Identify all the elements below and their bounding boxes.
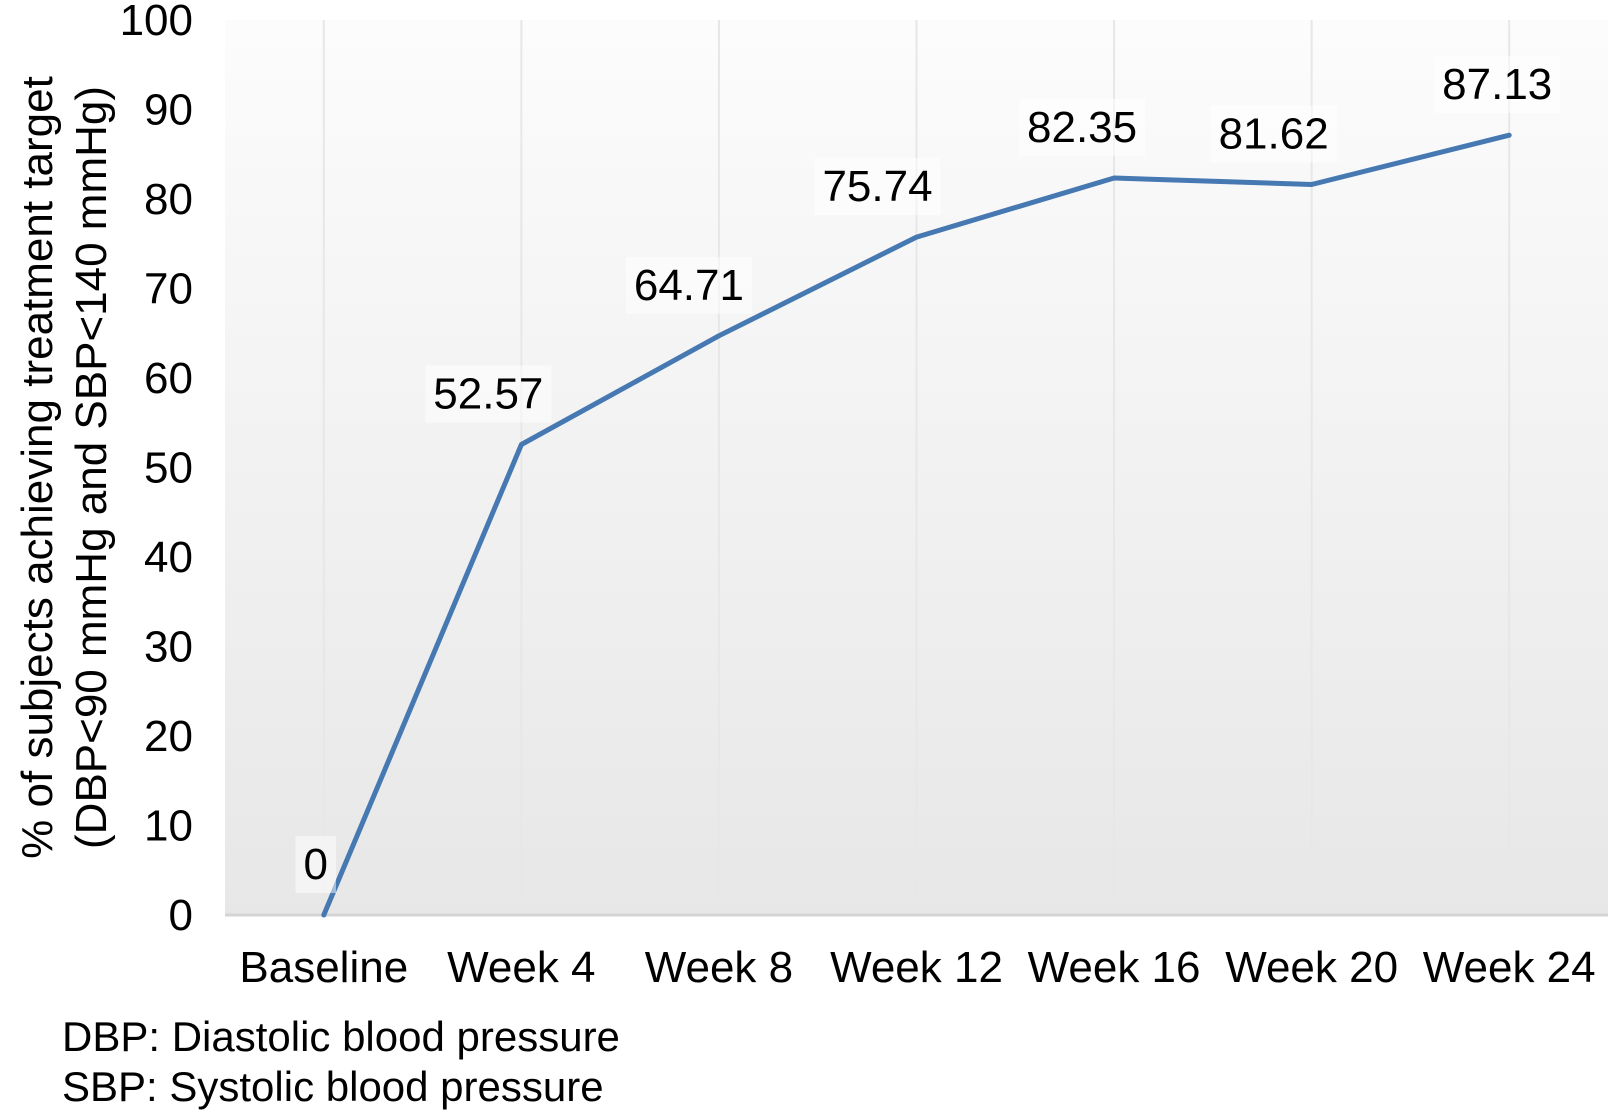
data-label: 75.74 <box>822 162 932 211</box>
x-category-label: Week 20 <box>1225 943 1398 992</box>
footnotes: DBP: Diastolic blood pressure SBP: Systo… <box>62 1012 620 1112</box>
data-label-backing <box>814 158 941 216</box>
data-label: 64.71 <box>634 261 744 310</box>
y-axis-title-line1: % of subjects achieving treatment target <box>13 76 62 859</box>
y-tick-label: 80 <box>144 175 193 224</box>
x-category-label: Week 4 <box>447 943 595 992</box>
x-category-label: Baseline <box>239 943 408 992</box>
y-tick-label: 90 <box>144 86 193 135</box>
y-tick-label: 30 <box>144 623 193 672</box>
data-label: 0 <box>304 840 328 889</box>
data-label: 87.13 <box>1442 60 1552 109</box>
data-label-backing <box>1210 105 1337 163</box>
y-tick-label: 20 <box>144 712 193 761</box>
y-tick-label: 0 <box>169 891 193 940</box>
data-label-backing <box>295 836 337 893</box>
y-tick-label: 10 <box>144 802 193 851</box>
data-line <box>321 132 1512 918</box>
x-category-label: Week 12 <box>830 943 1003 992</box>
x-category-label: Week 24 <box>1423 943 1596 992</box>
data-label-backing <box>625 256 752 314</box>
y-tick-label: 50 <box>144 444 193 493</box>
y-axis-title-line2: (DBP<90 mmHg and SBP<140 mmHg) <box>67 86 116 849</box>
data-label-backing <box>1019 98 1146 156</box>
footnote-dbp: DBP: Diastolic blood pressure <box>62 1013 620 1060</box>
data-label-backing <box>425 365 552 423</box>
data-label: 81.62 <box>1219 110 1329 159</box>
y-tick-label: 60 <box>144 354 193 403</box>
y-tick-label: 70 <box>144 265 193 314</box>
data-label: 82.35 <box>1027 103 1137 152</box>
y-tick-label: 40 <box>144 533 193 582</box>
x-category-label: Week 8 <box>645 943 793 992</box>
footnote-sbp: SBP: Systolic blood pressure <box>62 1063 604 1110</box>
data-label-backing <box>1434 56 1561 114</box>
x-category-label: Week 16 <box>1028 943 1201 992</box>
data-label: 52.57 <box>433 369 543 418</box>
y-tick-label: 100 <box>120 0 193 45</box>
